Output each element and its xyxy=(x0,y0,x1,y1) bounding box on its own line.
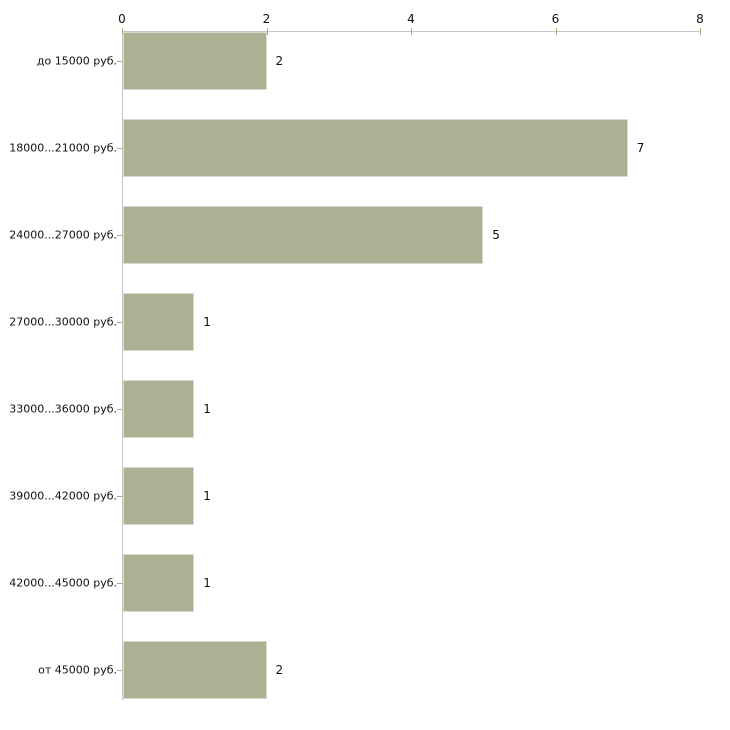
x-tick-label: 2 xyxy=(262,12,271,26)
value-label: 7 xyxy=(636,141,645,155)
x-tick-label: 6 xyxy=(551,12,560,26)
bar xyxy=(123,554,195,612)
category-label: 39000...42000 руб. xyxy=(9,489,117,503)
y-axis-line xyxy=(122,31,123,700)
bar xyxy=(123,641,267,699)
bar xyxy=(123,467,195,525)
x-tick-mark xyxy=(700,28,701,35)
bar xyxy=(123,119,628,177)
category-label: от 45000 руб. xyxy=(38,663,117,677)
category-label: 27000...30000 руб. xyxy=(9,315,117,329)
y-tick-mark xyxy=(117,670,122,671)
y-tick-mark xyxy=(117,61,122,62)
value-label: 1 xyxy=(203,315,211,329)
bar xyxy=(123,380,195,438)
value-label: 1 xyxy=(203,576,211,590)
value-label: 5 xyxy=(492,228,500,242)
value-label: 1 xyxy=(203,402,211,416)
x-tick-label: 0 xyxy=(118,12,126,26)
y-tick-mark xyxy=(117,322,122,323)
x-tick-mark xyxy=(411,28,412,35)
value-label: 2 xyxy=(275,663,284,677)
bar xyxy=(123,206,484,264)
y-tick-mark xyxy=(117,496,122,497)
x-tick-mark xyxy=(555,28,557,35)
category-label: 24000...27000 руб. xyxy=(9,228,117,242)
y-tick-mark xyxy=(117,409,122,410)
y-tick-mark xyxy=(117,583,122,584)
category-label: до 15000 руб. xyxy=(36,54,117,68)
y-tick-mark xyxy=(117,148,122,149)
y-tick-mark xyxy=(117,235,122,236)
x-tick-label: 8 xyxy=(696,12,704,26)
bar xyxy=(123,293,195,351)
value-label: 1 xyxy=(203,489,211,503)
x-tick-label: 4 xyxy=(407,12,415,26)
category-label: 42000...45000 руб. xyxy=(9,576,117,590)
x-tick-mark xyxy=(122,28,123,35)
category-label: 33000...36000 руб. xyxy=(9,402,117,416)
bar xyxy=(123,32,267,90)
category-label: 18000...21000 руб. xyxy=(9,141,117,155)
x-tick-mark xyxy=(266,28,268,35)
value-label: 2 xyxy=(275,54,284,68)
